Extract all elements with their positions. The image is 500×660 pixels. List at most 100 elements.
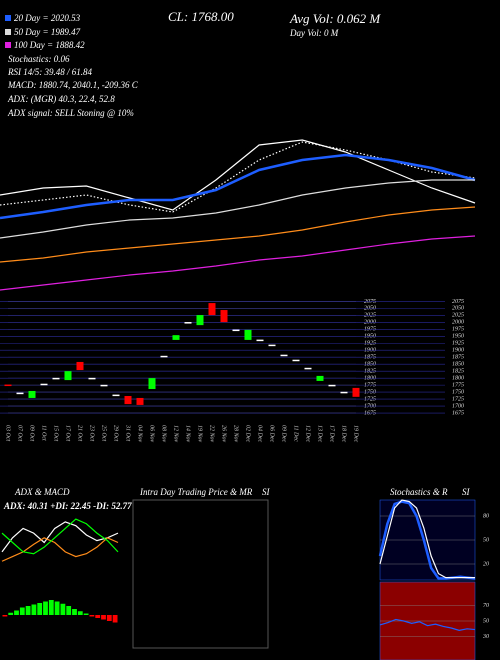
histogram-bar [2,615,8,617]
series-line [0,179,475,239]
y-tick-label: 1975 [364,327,376,333]
x-tick-label: 12 Dec [305,425,311,442]
y-tick-label: 1700 [364,403,376,409]
series-line [1,521,119,553]
y-tick-label: 1750 [452,389,464,395]
x-tick-label: 29 Oct [113,425,119,441]
y-tick-label: 80 [483,513,489,519]
y-tick-label: 2075 [452,299,464,305]
x-tick-label: 02 Dec [245,425,251,442]
y-tick-label: 1800 [364,376,376,382]
series-line [0,153,476,220]
x-tick-label: 06 Dec [269,425,275,442]
histogram-bar [66,606,72,615]
x-tick-label: 11 Dec [293,425,299,442]
info-text: RSI 14/5: 39.48 / 61.84 [7,67,92,77]
intraday-box [132,499,269,649]
x-tick-label: 14 Nov [185,425,192,443]
candle-body [280,354,288,357]
series-line [379,618,476,631]
candle-body [352,387,360,397]
candle-body [160,355,168,358]
x-tick-label: 06 Nov [149,425,155,443]
x-tick-label: 28 Nov [233,425,239,443]
candle-body [64,371,72,381]
histogram-bar [48,600,54,615]
candle-body [196,315,204,326]
y-tick-label: 1725 [364,396,376,402]
histogram-bar [8,612,14,615]
y-tick-label: 2025 [452,313,464,319]
x-tick-label: 17 Oct [65,425,71,441]
histogram-bar [54,601,60,615]
y-tick-label: 1950 [364,334,376,340]
candle-body [292,359,300,362]
histogram-bar [112,615,118,623]
histogram-bar [31,604,37,615]
close-price: CL: 1768.00 [168,9,234,24]
y-tick-label: 2000 [452,320,464,326]
candle-body [328,384,336,387]
y-tick-label: 1900 [452,348,464,354]
y-tick-label: 1950 [452,334,464,340]
y-tick-label: 2075 [364,299,376,305]
legend-swatch [5,42,11,48]
candle-body [136,397,144,405]
info-text: 20 Day = 2020.53 [14,13,81,23]
histogram-bar [60,603,66,615]
y-tick-label: 1725 [452,396,464,402]
legend-swatch [5,15,11,21]
histogram-bar [101,615,106,620]
candle-body [76,361,84,371]
x-tick-label: 19 Dec [353,425,359,442]
panel-title: SI [462,487,471,497]
series-line [0,139,476,211]
candle-body [256,339,264,342]
candle-body [172,335,180,340]
x-tick-label: 26 Nov [221,425,227,443]
y-tick-label: 1775 [452,382,464,388]
histogram-bar [77,611,83,615]
series-line [379,499,475,579]
y-tick-label: 1875 [452,355,464,361]
y-tick-label: 1800 [452,376,464,382]
x-tick-label: 12 Nov [173,425,179,443]
panel-title: Stochastics & R [390,487,448,497]
y-tick-label: 50 [483,618,489,624]
candle-body [268,344,276,347]
y-tick-label: 1775 [364,382,376,388]
panel-title: Intra Day Trading Price & MR [139,487,253,497]
candle-body [208,303,216,316]
x-tick-label: 07 Oct [17,425,23,441]
histogram-bar [89,615,95,617]
x-tick-label: 17 Dec [329,425,335,442]
series-line [0,141,476,213]
y-tick-label: 2050 [452,306,464,312]
x-tick-label: 18 Dec [341,425,347,442]
candle-body [112,394,120,397]
x-tick-label: 04 Dec [257,425,264,442]
series-line [0,235,476,291]
series-line [378,500,476,580]
y-tick-label: 20 [483,561,489,567]
series-line [1,537,119,562]
candle-body [148,378,156,390]
y-tick-label: 1675 [364,410,376,416]
histogram-bar [72,609,77,615]
info-text: Stochastics: 0.06 [8,54,70,64]
x-tick-label: 19 Nov [197,425,203,443]
y-tick-label: 1875 [364,355,376,361]
y-tick-label: 1850 [452,362,464,368]
y-tick-label: 2050 [364,306,376,312]
y-tick-label: 2025 [364,313,376,319]
y-tick-label: 1900 [364,348,376,354]
histogram-bar [14,610,19,615]
legend-swatch [5,29,11,35]
x-tick-label: 23 Oct [89,425,95,441]
panel-title: SI [262,487,271,497]
histogram-bar [95,615,101,618]
y-tick-label: 1825 [364,369,376,375]
x-tick-label: 09 Dec [281,425,287,442]
x-tick-label: 15 Oct [53,425,59,441]
